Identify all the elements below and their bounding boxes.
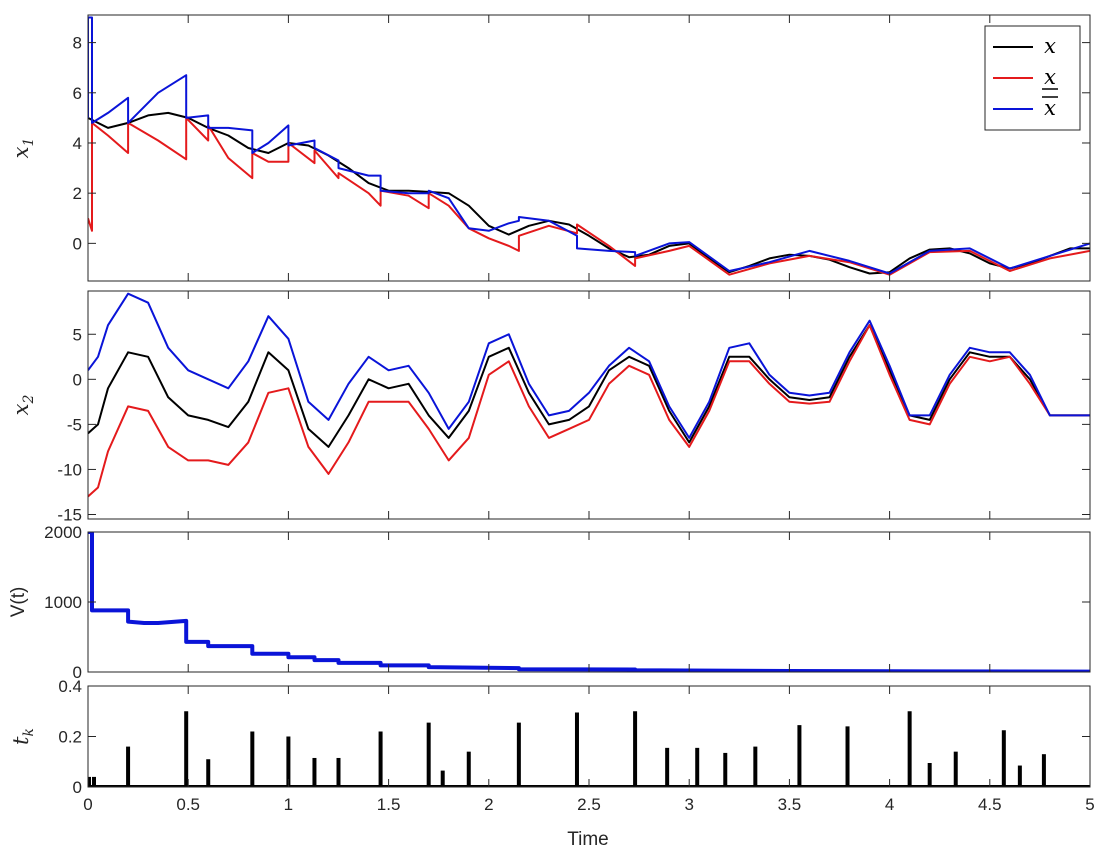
series-line-1: [88, 324, 1090, 498]
y-tick-label: 0.4: [58, 677, 82, 696]
plot-area: [88, 292, 1090, 498]
series-line-2: [88, 292, 1090, 439]
y-tick-label: 1000: [44, 593, 82, 612]
y-tick-label: 0: [73, 370, 82, 389]
series-line-0: [88, 324, 1090, 448]
series-line-2: [88, 16, 1090, 275]
legend-label: x: [1044, 96, 1056, 120]
x-tick-label: 1.5: [377, 795, 401, 814]
y-tick-label: 0: [73, 663, 82, 682]
y-tick-label: -15: [57, 505, 82, 524]
y-tick-label: -5: [67, 415, 82, 434]
x-tick-label: 0.5: [176, 795, 200, 814]
series-line-0: [88, 111, 1090, 275]
y-tick-label: 2: [73, 184, 82, 203]
x-tick-label: 0: [83, 795, 92, 814]
y-tick-label: 0: [73, 234, 82, 253]
plot-area: [88, 16, 1090, 276]
y-axis-label: tk: [9, 728, 37, 745]
x-tick-label: 2: [484, 795, 493, 814]
y-tick-label: 0.2: [58, 728, 82, 747]
plot-area: [88, 532, 1090, 672]
y-axis-label: x2: [9, 395, 37, 416]
x-tick-label: 4.5: [978, 795, 1002, 814]
x-tick-label: 2.5: [577, 795, 601, 814]
x2-panel: -15 -10 -5 0 5 x2: [9, 290, 1091, 524]
y-tick-label: -10: [57, 460, 82, 479]
legend-label: x: [1044, 65, 1056, 89]
series-line-0: [88, 532, 1090, 672]
x-axis-label: Time: [567, 829, 609, 850]
lyapunov-panel: 0 1000 2000 V(t): [8, 523, 1091, 682]
y-axis-label: x1: [9, 138, 37, 159]
plot-area: [88, 711, 1090, 787]
x-tick-label: 3: [684, 795, 693, 814]
trigger-times-panel: 0 0.2 0.4 0 0.5 1 1.5 2 2.5 3 3.5 4 4.5 5 tk: [9, 677, 1095, 814]
y-tick-label: 2000: [44, 523, 82, 542]
x-tick-label: 1: [284, 795, 293, 814]
x-tick-label: 4: [885, 795, 894, 814]
y-tick-label: 8: [73, 34, 82, 53]
y-tick-label: 6: [73, 84, 82, 103]
series-line-1: [88, 116, 1090, 276]
y-tick-label: 0: [73, 778, 82, 797]
y-axis-label: V(t): [8, 587, 29, 618]
x1-panel: 0 2 4 6 8 x1: [9, 14, 1091, 282]
y-tick-label: 5: [73, 325, 82, 344]
x-tick-label: 5: [1085, 795, 1094, 814]
x-tick-label: 3.5: [778, 795, 802, 814]
y-tick-label: 4: [73, 134, 82, 153]
legend-label: x: [1044, 34, 1056, 58]
legend: xxx: [984, 25, 1081, 131]
